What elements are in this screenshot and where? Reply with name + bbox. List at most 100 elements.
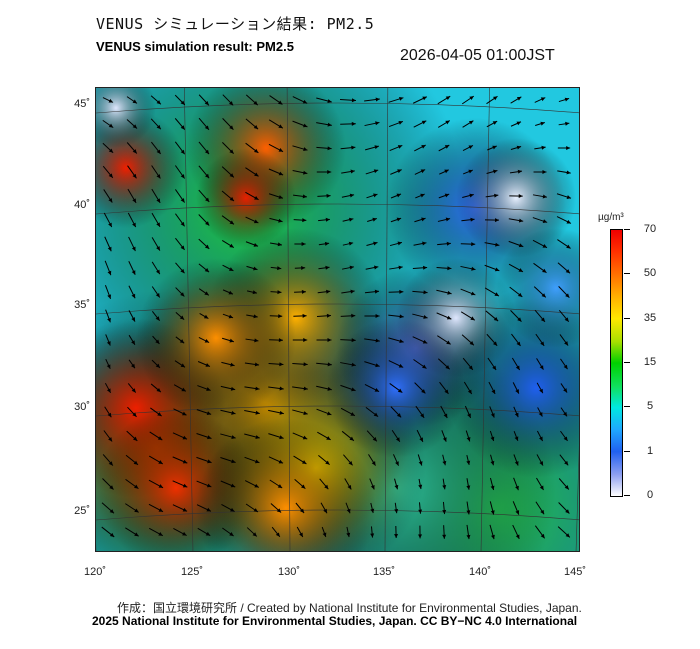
wind-arrow bbox=[557, 146, 571, 151]
colorbar-tick-label: 1 bbox=[646, 444, 654, 457]
lat-label-40: 40˚ bbox=[74, 199, 90, 211]
wind-arrow bbox=[268, 193, 284, 199]
wind-arrow bbox=[294, 478, 306, 490]
wind-arrow bbox=[104, 284, 112, 300]
wind-arrow bbox=[198, 165, 210, 179]
wind-arrow bbox=[148, 527, 164, 537]
wind-arrow bbox=[292, 409, 308, 415]
wind-arrow bbox=[490, 454, 495, 466]
wind-arrow bbox=[150, 383, 162, 393]
wind-arrow bbox=[484, 218, 500, 223]
wind-arrow bbox=[460, 265, 476, 271]
wind-arrow bbox=[125, 503, 139, 513]
wind-arrow bbox=[245, 167, 259, 177]
wind-arrow bbox=[197, 385, 211, 391]
wind-arrow bbox=[197, 527, 211, 537]
wind-arrow bbox=[344, 478, 352, 490]
wind-arrow bbox=[341, 193, 355, 198]
wind-arrow bbox=[175, 189, 185, 203]
wind-arrow bbox=[512, 382, 520, 394]
colorbar-tick-label: 50 bbox=[643, 267, 657, 280]
wind-arrow bbox=[128, 285, 136, 299]
wind-arrow bbox=[151, 212, 161, 228]
wind-arrow bbox=[486, 120, 498, 128]
wind-arrow bbox=[364, 361, 380, 368]
wind-arrow bbox=[316, 97, 332, 103]
colorbar-tick-label: 0 bbox=[646, 489, 654, 501]
wind-arrow bbox=[341, 265, 355, 270]
wind-arrow bbox=[173, 408, 187, 416]
wind-arrow bbox=[128, 236, 136, 252]
wind-arrow bbox=[533, 170, 547, 175]
wind-arrow bbox=[127, 188, 137, 204]
wind-arrow bbox=[196, 504, 212, 512]
wind-arrow bbox=[128, 261, 136, 275]
wind-arrow bbox=[102, 97, 114, 103]
wind-arrow bbox=[509, 286, 523, 298]
wind-arrow bbox=[175, 311, 185, 321]
wind-arrow bbox=[437, 217, 451, 222]
wind-arrow bbox=[559, 334, 569, 346]
wind-arrow bbox=[104, 382, 112, 394]
wind-arrow bbox=[102, 119, 114, 129]
wind-arrow bbox=[513, 431, 519, 441]
wind-arrow bbox=[270, 290, 282, 295]
wind-arrow bbox=[175, 287, 185, 297]
wind-arrow bbox=[245, 338, 259, 343]
wind-arrow bbox=[105, 334, 111, 346]
wind-arrow bbox=[342, 241, 354, 246]
wind-arrow bbox=[534, 309, 546, 323]
wind-and-grid-overlay bbox=[96, 88, 579, 551]
wind-arrow bbox=[560, 430, 568, 442]
wind-arrow bbox=[485, 310, 499, 322]
wind-arrow bbox=[466, 524, 471, 540]
wind-arrow bbox=[244, 362, 260, 367]
wind-arrow bbox=[128, 310, 136, 322]
wind-arrow bbox=[292, 337, 308, 342]
wind-arrow bbox=[174, 118, 186, 130]
wind-arrow bbox=[196, 409, 212, 416]
wind-arrow bbox=[465, 430, 471, 442]
wind-arrow bbox=[389, 144, 403, 152]
wind-arrow bbox=[437, 120, 451, 128]
wind-arrow bbox=[340, 121, 356, 126]
wind-arrow bbox=[437, 241, 451, 246]
wind-arrow bbox=[534, 145, 546, 150]
wind-arrow bbox=[486, 333, 498, 347]
wind-arrow bbox=[340, 145, 356, 150]
wind-arrow bbox=[316, 337, 332, 342]
wind-arrow bbox=[340, 362, 356, 367]
wind-arrow bbox=[343, 454, 353, 466]
wind-arrow bbox=[556, 216, 572, 224]
wind-arrow bbox=[513, 477, 519, 491]
wind-arrow bbox=[125, 478, 139, 490]
wind-arrow bbox=[246, 290, 258, 295]
wind-arrow bbox=[220, 385, 236, 391]
wind-arrow bbox=[198, 117, 210, 131]
wind-arrow bbox=[340, 384, 356, 392]
wind-arrow bbox=[536, 477, 544, 491]
wind-arrow bbox=[532, 194, 548, 199]
wind-arrow bbox=[150, 118, 162, 130]
wind-arrow bbox=[442, 478, 447, 490]
wind-arrow bbox=[316, 170, 332, 175]
wind-arrow bbox=[292, 120, 308, 128]
wind-arrow bbox=[558, 502, 570, 514]
wind-arrow bbox=[441, 430, 447, 442]
timestamp: 2026-04-05 01:00JST bbox=[400, 47, 555, 64]
pm25-concentration-field bbox=[96, 88, 579, 551]
longitude-line bbox=[480, 88, 490, 551]
wind-arrow bbox=[222, 313, 234, 319]
wind-arrow bbox=[268, 386, 284, 391]
lat-label-30: 30˚ bbox=[74, 401, 90, 413]
wind-arrow bbox=[269, 242, 283, 247]
wind-arrow bbox=[412, 265, 428, 270]
wind-arrow bbox=[102, 454, 114, 466]
wind-arrow bbox=[556, 193, 572, 199]
wind-arrow bbox=[390, 406, 402, 418]
wind-arrow bbox=[466, 478, 471, 490]
wind-arrow bbox=[412, 313, 428, 319]
wind-arrow bbox=[534, 97, 546, 103]
wind-arrow bbox=[293, 313, 307, 318]
wind-arrow bbox=[388, 289, 404, 294]
